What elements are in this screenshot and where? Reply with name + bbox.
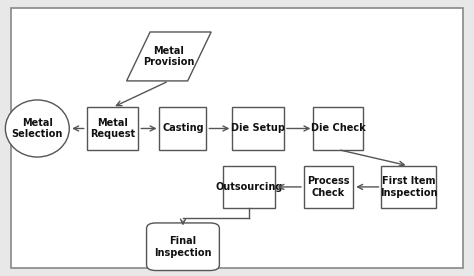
FancyBboxPatch shape <box>146 223 219 270</box>
Text: First Item
Inspection: First Item Inspection <box>380 176 437 198</box>
FancyBboxPatch shape <box>223 166 274 208</box>
Text: Metal
Selection: Metal Selection <box>12 118 63 139</box>
Text: Die Check: Die Check <box>310 123 365 134</box>
Text: Final
Inspection: Final Inspection <box>154 236 212 258</box>
FancyBboxPatch shape <box>304 166 353 208</box>
Polygon shape <box>127 32 211 81</box>
Text: Casting: Casting <box>162 123 204 134</box>
FancyBboxPatch shape <box>232 107 284 150</box>
FancyBboxPatch shape <box>382 166 436 208</box>
Text: Metal
Provision: Metal Provision <box>143 46 194 67</box>
Text: Process
Check: Process Check <box>307 176 350 198</box>
Text: Outsourcing: Outsourcing <box>215 182 283 192</box>
FancyBboxPatch shape <box>87 107 138 150</box>
Text: Metal
Request: Metal Request <box>90 118 135 139</box>
Ellipse shape <box>5 100 69 157</box>
FancyBboxPatch shape <box>313 107 363 150</box>
Text: Die Setup: Die Setup <box>231 123 285 134</box>
FancyBboxPatch shape <box>11 7 463 269</box>
FancyBboxPatch shape <box>159 107 207 150</box>
